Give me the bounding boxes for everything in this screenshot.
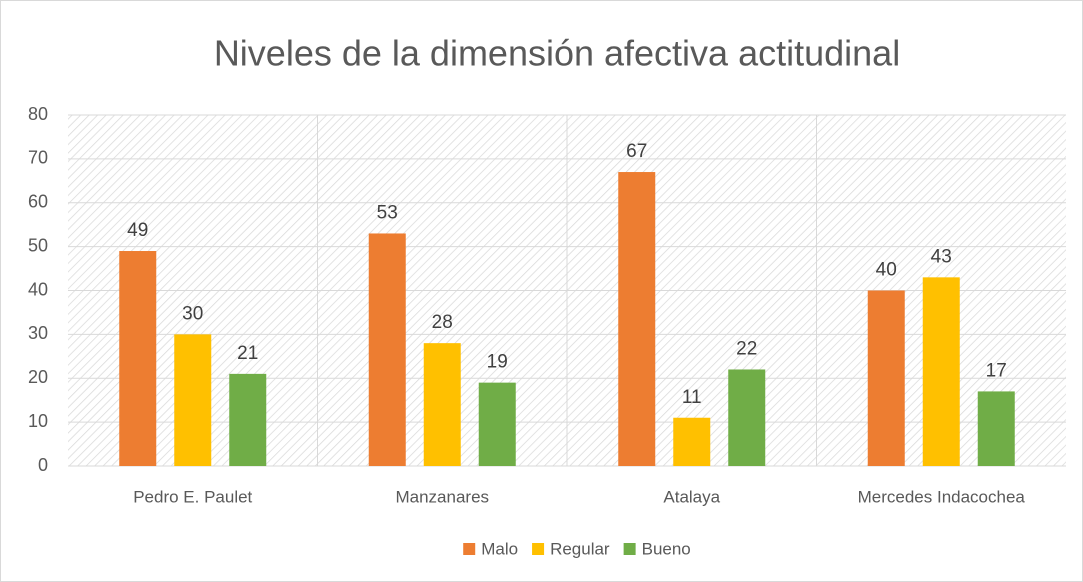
x-tick-label: Mercedes Indacochea <box>858 487 1026 506</box>
y-tick-label: 0 <box>38 455 48 475</box>
x-tick-label: Manzanares <box>395 487 489 506</box>
bar <box>618 172 656 466</box>
bar <box>423 343 461 466</box>
y-tick-label: 80 <box>28 104 48 124</box>
x-tick-label: Pedro E. Paulet <box>133 487 252 506</box>
bar <box>673 417 711 466</box>
data-label: 17 <box>986 360 1007 381</box>
chart-title: Niveles de la dimensión afectiva actitud… <box>214 33 900 74</box>
y-tick-label: 30 <box>28 323 48 343</box>
y-tick-label: 60 <box>28 192 48 212</box>
legend-swatch <box>463 543 476 555</box>
bar <box>368 233 406 466</box>
data-label: 49 <box>127 220 148 241</box>
bar <box>229 373 267 466</box>
y-tick-label: 10 <box>28 411 48 431</box>
bar <box>728 369 766 466</box>
x-tick-label: Atalaya <box>663 487 720 506</box>
data-label: 28 <box>432 312 453 333</box>
legend-label: Malo <box>481 539 518 558</box>
data-label: 53 <box>377 202 398 223</box>
y-tick-label: 40 <box>28 279 48 299</box>
bar <box>478 382 516 466</box>
bar <box>174 334 212 466</box>
legend-label: Regular <box>550 539 610 558</box>
bar <box>977 391 1015 466</box>
data-label: 11 <box>682 387 702 408</box>
y-tick-label: 50 <box>28 235 48 255</box>
bar <box>922 277 960 466</box>
data-label: 22 <box>736 338 757 359</box>
data-label: 43 <box>931 246 952 267</box>
legend-swatch <box>532 543 545 555</box>
data-label: 19 <box>487 352 508 373</box>
legend-label: Bueno <box>642 539 691 558</box>
legend-swatch <box>623 543 636 555</box>
y-tick-label: 70 <box>28 148 48 168</box>
data-label: 21 <box>237 343 258 364</box>
y-tick-label: 20 <box>28 367 48 387</box>
data-label: 67 <box>626 141 647 162</box>
bar <box>119 251 157 466</box>
bar <box>867 290 905 466</box>
data-label: 40 <box>876 260 897 281</box>
data-label: 30 <box>182 303 203 324</box>
